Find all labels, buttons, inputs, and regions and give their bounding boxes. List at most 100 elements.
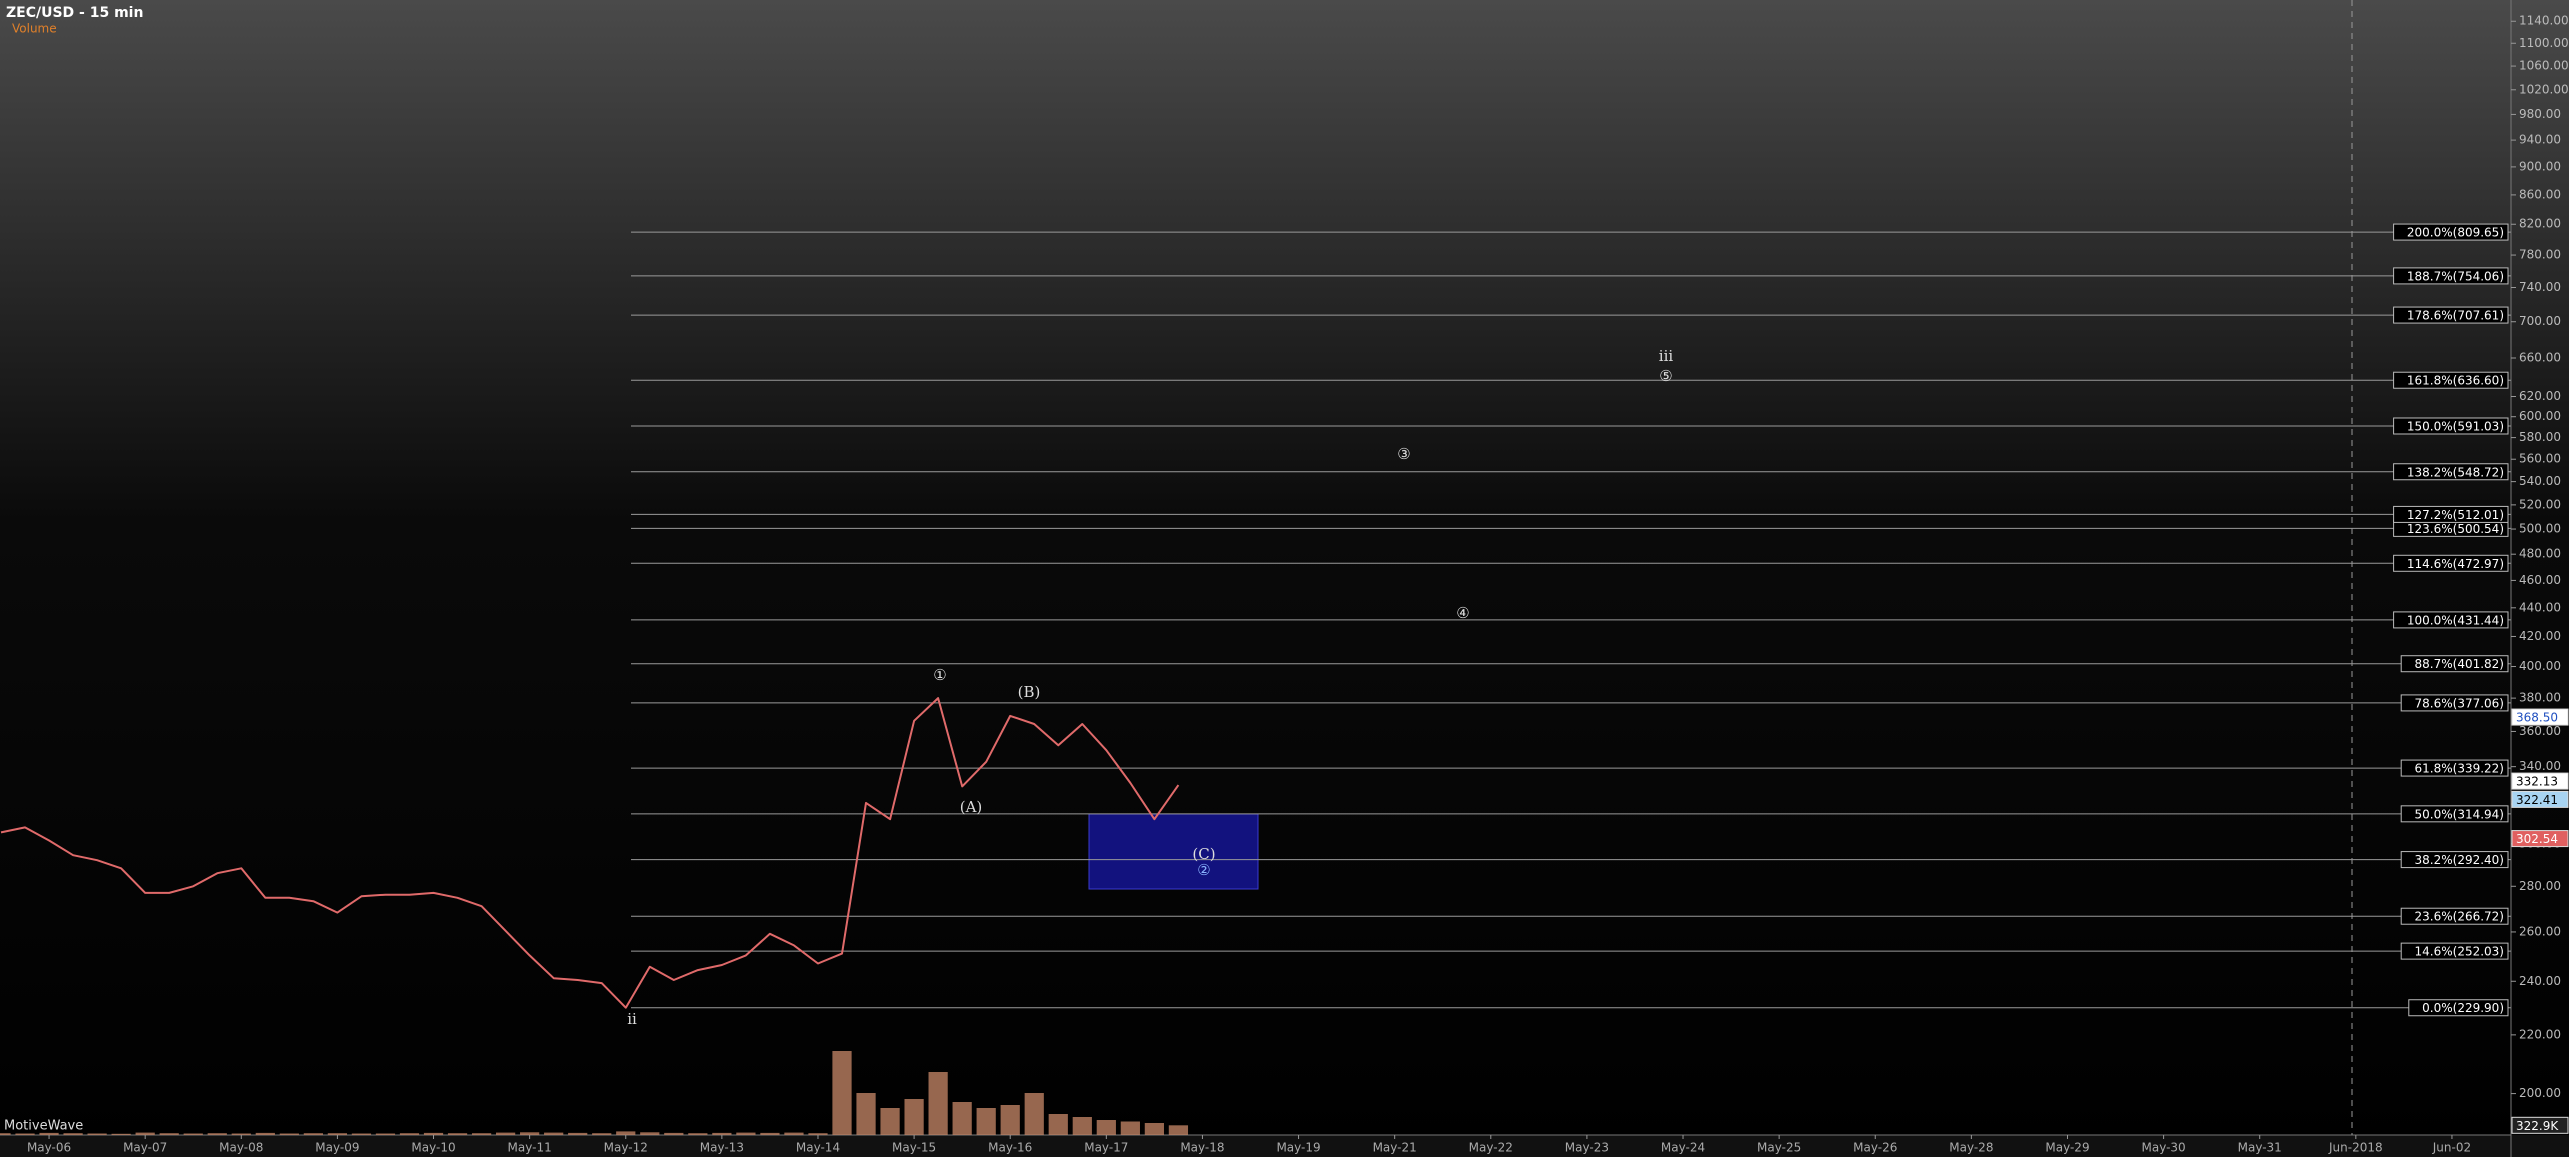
- volume-bar: [640, 1132, 660, 1135]
- y-tick-label: 900.00: [2519, 159, 2561, 173]
- x-tick-label: May-19: [1276, 1141, 1320, 1155]
- y-tick-label: 260.00: [2519, 924, 2561, 938]
- y-tick-label: 240.00: [2519, 974, 2561, 988]
- y-tick-label: 1020.00: [2519, 82, 2569, 96]
- volume-bar: [375, 1133, 396, 1135]
- fib-label-box: [2393, 505, 2509, 523]
- volume-bar: [832, 1051, 852, 1135]
- y-tick-label: 360.00: [2519, 724, 2561, 738]
- volume-bar: [712, 1132, 732, 1135]
- fib-label: 61.8%(339.22): [2415, 762, 2504, 776]
- volume-bar: [1168, 1125, 1189, 1135]
- price-line: [0, 697, 1180, 1009]
- volume-bar: [1048, 1114, 1068, 1135]
- volume-bar: [231, 1133, 251, 1135]
- x-tick-label: May-29: [2045, 1141, 2089, 1155]
- fib-label-box: [2393, 463, 2509, 481]
- volume-bar: [1024, 1093, 1044, 1135]
- fib-label: 123.6%(500.54): [2407, 522, 2504, 536]
- volume-bar: [447, 1133, 468, 1135]
- volume-bar: [183, 1133, 203, 1135]
- fib-label-box: [2408, 999, 2509, 1017]
- fib-label: 88.7%(401.82): [2415, 657, 2504, 671]
- fib-label: 138.2%(548.72): [2407, 465, 2504, 479]
- fib-label: 0.0%(229.90): [2422, 1001, 2504, 1015]
- fib-label: 188.7%(754.06): [2407, 269, 2504, 283]
- y-tick-label: 500.00: [2519, 522, 2561, 536]
- y-tick-label: 340.00: [2519, 759, 2561, 773]
- x-tick-label: May-16: [988, 1141, 1032, 1155]
- fib-label: 127.2%(512.01): [2407, 508, 2504, 522]
- wave-label: iii: [1659, 347, 1674, 365]
- volume-bar: [1120, 1121, 1140, 1135]
- fib-label: 38.2%(292.40): [2415, 853, 2504, 867]
- fib-label: 178.6%(707.61): [2407, 309, 2504, 323]
- y-tick-label: 580.00: [2519, 430, 2561, 444]
- fib-label-box: [2393, 611, 2509, 629]
- y-tick-label: 420.00: [2519, 629, 2561, 643]
- y-tick-label: 440.00: [2519, 600, 2561, 614]
- chart-title: ZEC/USD - 15 min: [6, 5, 143, 21]
- volume-bar: [495, 1132, 516, 1135]
- x-tick-label: May-10: [411, 1141, 455, 1155]
- volume-bar: [904, 1099, 924, 1135]
- wave-label: ⑤: [1659, 367, 1672, 385]
- price-marker: [2511, 830, 2569, 848]
- x-tick-label: May-23: [1565, 1141, 1609, 1155]
- y-tick-label: 1140.00: [2519, 14, 2569, 28]
- fib-label-box: [2393, 267, 2509, 285]
- y-tick-label: 980.00: [2519, 107, 2561, 121]
- wave-label: ③: [1397, 445, 1410, 463]
- price-marker-label: 302.54: [2516, 832, 2558, 846]
- fib-label-box: [2393, 371, 2509, 389]
- volume-bar: [568, 1132, 588, 1135]
- fib-label: 200.0%(809.65): [2407, 226, 2504, 240]
- x-tick-label: May-26: [1853, 1141, 1897, 1155]
- volume-marker-label: 322.9K: [2516, 1119, 2559, 1133]
- volume-bar: [87, 1133, 107, 1135]
- x-tick-label: May-11: [508, 1141, 552, 1155]
- y-tick-label: 220.00: [2519, 1027, 2561, 1041]
- fib-label: 100.0%(431.44): [2407, 613, 2504, 627]
- volume-bar: [471, 1133, 492, 1135]
- volume-bar: [616, 1131, 636, 1135]
- volume-bar: [327, 1133, 348, 1135]
- x-tick-label: May-07: [123, 1141, 167, 1155]
- volume-bar: [351, 1133, 372, 1135]
- volume-bar: [423, 1132, 444, 1135]
- wave-label: ①: [933, 666, 946, 684]
- volume-bar: [544, 1132, 564, 1135]
- fib-label: 23.6%(266.72): [2415, 910, 2504, 924]
- time-axis-strip: [0, 1135, 2569, 1157]
- y-tick-label: 400.00: [2519, 659, 2561, 673]
- y-tick-label: 1100.00: [2519, 36, 2569, 50]
- volume-bar: [688, 1133, 708, 1135]
- y-tick-label: 740.00: [2519, 280, 2561, 294]
- x-tick-label: May-17: [1084, 1141, 1128, 1155]
- volume-bar: [520, 1132, 540, 1135]
- fib-label: 114.6%(472.97): [2407, 557, 2504, 571]
- x-tick-label: May-18: [1180, 1141, 1224, 1155]
- fib-label: 150.0%(591.03): [2407, 419, 2504, 433]
- fib-label-box: [2400, 851, 2509, 869]
- wave-label: (B): [1018, 683, 1041, 701]
- price-marker-label: 332.13: [2516, 775, 2558, 789]
- x-tick-label: May-09: [315, 1141, 359, 1155]
- fib-label: 78.6%(377.06): [2415, 696, 2504, 710]
- x-tick-label: May-25: [1757, 1141, 1801, 1155]
- y-tick-label: 560.00: [2519, 452, 2561, 466]
- volume-bar: [928, 1072, 948, 1135]
- y-tick-label: 280.00: [2519, 879, 2561, 893]
- volume-bar: [880, 1108, 900, 1135]
- fib-label-box: [2393, 417, 2509, 435]
- x-tick-label: May-22: [1469, 1141, 1513, 1155]
- wave-label: ii: [627, 1010, 637, 1028]
- y-tick-label: 620.00: [2519, 389, 2561, 403]
- fib-label-box: [2400, 759, 2509, 777]
- x-tick-label: Jun-2018: [2328, 1141, 2383, 1155]
- y-tick-label: 380.00: [2519, 691, 2561, 705]
- volume-bar: [159, 1133, 179, 1135]
- fib-label-box: [2393, 306, 2509, 324]
